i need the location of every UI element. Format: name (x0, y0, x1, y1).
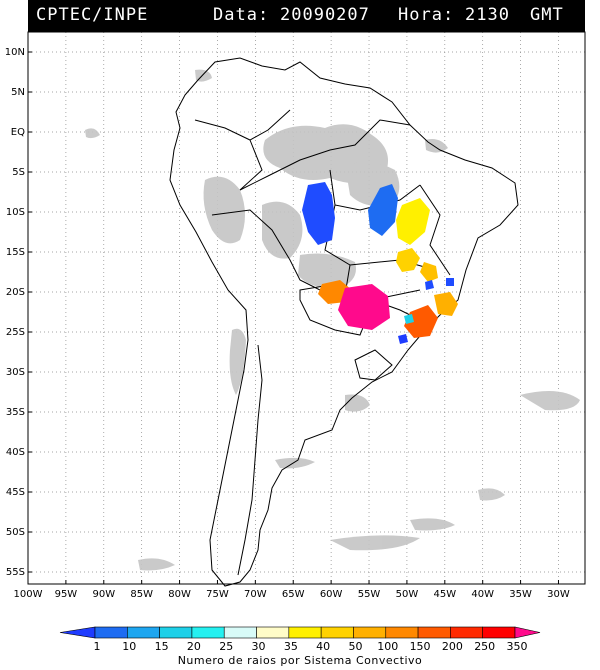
date-label: Data: (213, 5, 270, 25)
hour-value: 2130 (465, 5, 510, 25)
legend-arrow-high (514, 626, 541, 639)
lat-label: 40S (6, 447, 25, 458)
argentina-chile-border (237, 344, 263, 576)
lon-label: 90W (92, 589, 115, 600)
lat-label: 10S (6, 207, 25, 218)
lat-label: 15S (6, 247, 25, 258)
map-frame (27, 31, 586, 585)
legend-swatch (450, 626, 483, 639)
lat-label: 55S (6, 567, 25, 578)
blue-cell-center (368, 184, 398, 236)
legend-swatch (288, 626, 322, 639)
lat-label: EQ (11, 127, 25, 138)
legend-label: 250 (474, 640, 495, 653)
legend-label: 40 (316, 640, 330, 653)
brazil-border (239, 119, 411, 191)
lon-label: 35W (509, 589, 532, 600)
blue-cell-north (425, 280, 434, 290)
south-america-coastline (169, 57, 519, 587)
hour-label: Hora: (398, 5, 455, 25)
gold-cell-minas (420, 262, 438, 282)
legend-label: 100 (377, 640, 398, 653)
hour-unit: GMT (530, 5, 564, 25)
lat-label: 45S (6, 487, 25, 498)
lat-label: 25S (6, 327, 25, 338)
legend-label: 10 (122, 640, 136, 653)
legend-label: 150 (410, 640, 431, 653)
lat-label: 50S (6, 527, 25, 538)
lon-label: 45W (433, 589, 456, 600)
legend-label: 1 (94, 640, 101, 653)
lon-label: 75W (206, 589, 229, 600)
venezuela-colombia (194, 109, 291, 191)
lon-label: 95W (55, 589, 78, 600)
legend-swatch (353, 626, 387, 639)
legend-label: 35 (284, 640, 298, 653)
legend-swatch (127, 626, 160, 639)
legend-swatch (159, 626, 193, 639)
legend-swatch (417, 626, 451, 639)
legend-label: 25 (219, 640, 233, 653)
orange-cell-rio (434, 292, 458, 316)
uruguay-border (354, 349, 393, 381)
lon-label: 50W (396, 589, 419, 600)
legend-swatch (385, 626, 419, 639)
blue-cell-west (302, 182, 335, 245)
cyan-cell-parana (404, 314, 414, 324)
coastline (169, 57, 519, 587)
legend-label: 30 (252, 640, 266, 653)
cloud-cover (85, 69, 580, 571)
lon-label: 80W (168, 589, 191, 600)
legend-label: 20 (187, 640, 201, 653)
lat-label: 10N (5, 47, 25, 58)
lat-label: 35S (6, 407, 25, 418)
lon-label: 30W (547, 589, 570, 600)
agency-label: CPTEC/INPE (36, 5, 149, 25)
legend-label: 350 (507, 640, 528, 653)
lon-label: 55W (358, 589, 381, 600)
blue-cell-small (398, 334, 408, 344)
gold-cell-goias (396, 248, 420, 272)
lat-label: 5N (11, 87, 25, 98)
legend-label: 200 (442, 640, 463, 653)
peru-bolivia-border (211, 209, 321, 291)
lat-label: 30S (6, 367, 25, 378)
yellow-cell-bahia (396, 198, 430, 245)
legend-swatch (223, 626, 257, 639)
legend-swatch (482, 626, 516, 639)
legend-swatch (94, 626, 128, 639)
magenta-cell-paraguay (338, 284, 390, 330)
lon-label: 40W (471, 589, 494, 600)
orange-cell-saopaulo (404, 305, 438, 338)
graticule: 10N 5N EQ 5S 10S 15S 20S 25S 30S 35S 40S 45S 50S 55S 1… (5, 32, 585, 600)
legend-label: 50 (348, 640, 362, 653)
legend-swatch (320, 626, 354, 639)
legend-label: 15 (155, 640, 169, 653)
lon-label: 70W (244, 589, 267, 600)
lon-label: 100W (14, 589, 43, 600)
lat-label: 5S (12, 167, 25, 178)
legend-swatch (256, 626, 290, 639)
legend-arrow-low (59, 626, 96, 639)
map-header: CPTEC/INPE Data: 20090207 Hora: 2130 GMT (28, 0, 585, 32)
color-scale: 1 10 15 20 25 30 35 40 50 100 150 200 250 350 (59, 626, 541, 653)
lon-label: 85W (130, 589, 153, 600)
lon-label: 65W (282, 589, 305, 600)
lon-label: 60W (320, 589, 343, 600)
lat-label: 20S (6, 287, 25, 298)
blue-cell-east (446, 278, 454, 286)
legend-caption: Numero de raios por Sistema Convectivo (177, 654, 423, 667)
legend-swatch (191, 626, 225, 639)
date-value: 20090207 (280, 5, 370, 25)
